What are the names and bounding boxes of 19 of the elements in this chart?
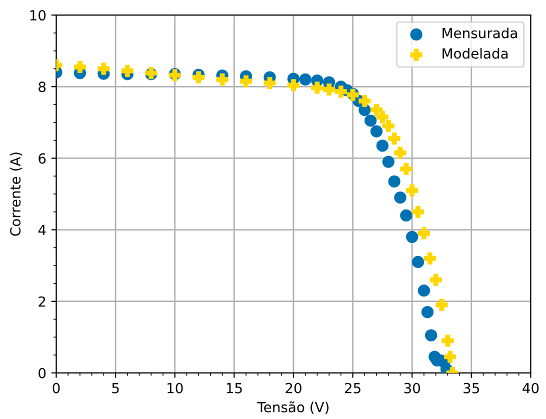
x-tick-label: 30 bbox=[404, 382, 420, 394]
x-axis-title: Tensão (V) bbox=[257, 401, 329, 414]
x-tick-label: 5 bbox=[112, 383, 119, 394]
x-tick-label: 10 bbox=[168, 382, 183, 394]
legend-label: Mensurada bbox=[442, 28, 517, 38]
y-tick-label: 4 bbox=[38, 224, 46, 236]
x-tick-label: 15 bbox=[226, 383, 242, 394]
x-tick-label: 35 bbox=[464, 382, 480, 394]
x-tick-label: 0 bbox=[52, 382, 60, 394]
y-tick-label: 2 bbox=[38, 296, 46, 307]
y-tick-label: 8 bbox=[38, 82, 46, 92]
y-tick-label: 0 bbox=[38, 368, 46, 378]
y-tick-label: 10 bbox=[30, 10, 46, 21]
legend-label: Modelada bbox=[442, 48, 508, 59]
x-tick-label: 25 bbox=[344, 382, 360, 394]
x-tick-label: 20 bbox=[286, 382, 302, 394]
y-tick-label: 6 bbox=[38, 153, 46, 164]
y-axis-title: Corrente (A) bbox=[10, 152, 22, 236]
x-tick-label: 40 bbox=[522, 382, 539, 394]
